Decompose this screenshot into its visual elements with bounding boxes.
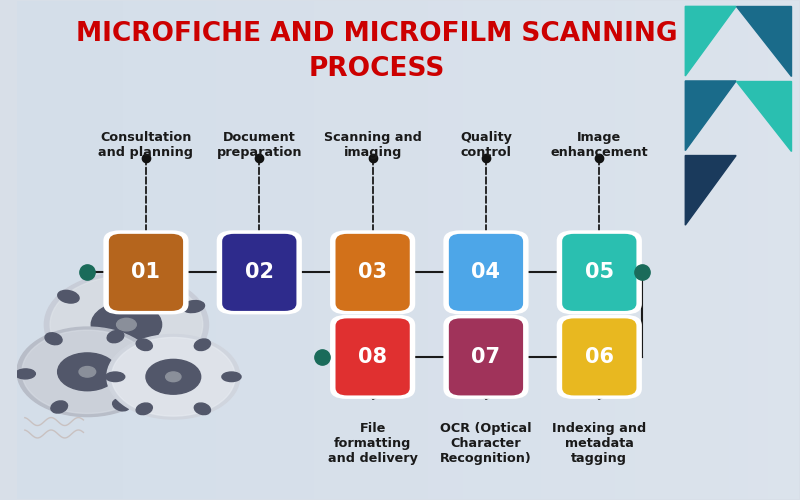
Circle shape bbox=[166, 372, 181, 382]
Text: 01: 01 bbox=[131, 262, 161, 282]
Text: Scanning and
imaging: Scanning and imaging bbox=[324, 130, 422, 158]
FancyBboxPatch shape bbox=[217, 230, 302, 314]
Ellipse shape bbox=[15, 369, 35, 379]
Ellipse shape bbox=[139, 365, 159, 374]
Ellipse shape bbox=[48, 336, 70, 348]
Circle shape bbox=[79, 366, 96, 377]
Circle shape bbox=[22, 330, 153, 413]
Ellipse shape bbox=[136, 403, 152, 414]
Polygon shape bbox=[686, 156, 736, 225]
FancyBboxPatch shape bbox=[103, 230, 189, 314]
Circle shape bbox=[146, 360, 201, 394]
Ellipse shape bbox=[108, 363, 126, 378]
Text: 03: 03 bbox=[358, 262, 387, 282]
Polygon shape bbox=[686, 6, 736, 76]
Circle shape bbox=[111, 338, 235, 416]
Circle shape bbox=[17, 327, 158, 416]
Circle shape bbox=[117, 318, 136, 331]
Ellipse shape bbox=[194, 403, 210, 414]
Circle shape bbox=[50, 276, 202, 373]
Ellipse shape bbox=[182, 300, 205, 312]
Text: 05: 05 bbox=[585, 262, 614, 282]
Text: OCR (Optical
Character
Recognition): OCR (Optical Character Recognition) bbox=[440, 422, 532, 465]
Text: MICROFICHE AND MICROFILM SCANNING: MICROFICHE AND MICROFILM SCANNING bbox=[76, 20, 678, 46]
FancyBboxPatch shape bbox=[557, 315, 642, 399]
Ellipse shape bbox=[107, 330, 124, 342]
Ellipse shape bbox=[106, 372, 125, 382]
Text: Image
enhancement: Image enhancement bbox=[550, 130, 648, 158]
Text: 08: 08 bbox=[358, 347, 387, 367]
Ellipse shape bbox=[194, 339, 210, 350]
Text: 02: 02 bbox=[245, 262, 274, 282]
FancyBboxPatch shape bbox=[222, 234, 297, 311]
Ellipse shape bbox=[51, 401, 67, 413]
FancyBboxPatch shape bbox=[330, 230, 415, 314]
FancyBboxPatch shape bbox=[449, 234, 523, 311]
FancyBboxPatch shape bbox=[335, 318, 410, 396]
FancyBboxPatch shape bbox=[443, 230, 529, 314]
FancyBboxPatch shape bbox=[562, 234, 637, 311]
FancyBboxPatch shape bbox=[557, 230, 642, 314]
FancyBboxPatch shape bbox=[443, 315, 529, 399]
Circle shape bbox=[44, 272, 209, 377]
Circle shape bbox=[107, 334, 240, 419]
Ellipse shape bbox=[136, 339, 152, 350]
Text: Quality
control: Quality control bbox=[460, 130, 512, 158]
Text: 04: 04 bbox=[471, 262, 501, 282]
Polygon shape bbox=[686, 81, 736, 150]
FancyBboxPatch shape bbox=[562, 318, 637, 396]
Text: 06: 06 bbox=[585, 347, 614, 367]
Ellipse shape bbox=[174, 346, 195, 359]
Text: File
formatting
and delivery: File formatting and delivery bbox=[328, 422, 418, 465]
Ellipse shape bbox=[222, 372, 241, 382]
Polygon shape bbox=[736, 6, 790, 76]
Text: Consultation
and planning: Consultation and planning bbox=[98, 130, 194, 158]
Text: 07: 07 bbox=[471, 347, 501, 367]
Ellipse shape bbox=[58, 290, 79, 303]
Text: PROCESS: PROCESS bbox=[308, 56, 445, 82]
Circle shape bbox=[91, 302, 162, 347]
FancyBboxPatch shape bbox=[330, 315, 415, 399]
Ellipse shape bbox=[126, 272, 145, 286]
Ellipse shape bbox=[45, 333, 62, 344]
Text: Document
preparation: Document preparation bbox=[217, 130, 302, 158]
FancyBboxPatch shape bbox=[335, 234, 410, 311]
FancyBboxPatch shape bbox=[449, 318, 523, 396]
Text: Indexing and
metadata
tagging: Indexing and metadata tagging bbox=[552, 422, 646, 465]
FancyBboxPatch shape bbox=[109, 234, 183, 311]
Circle shape bbox=[58, 353, 117, 391]
Polygon shape bbox=[736, 81, 790, 150]
Ellipse shape bbox=[113, 399, 130, 411]
